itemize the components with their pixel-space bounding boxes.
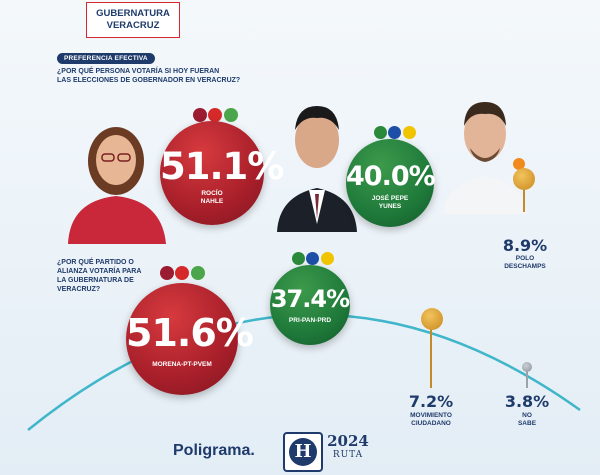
question-2-line2: ALIANZA VOTARÍA PARA	[57, 268, 142, 275]
name-mc-2: CIUDADANO	[411, 420, 451, 427]
name-nahle-2: NAHLE	[200, 198, 224, 205]
name-mc-1: MOVIMIENTO	[410, 412, 452, 419]
bubble-morena-pt-pvem: 51.6% MORENA-PT-PVEM	[126, 283, 254, 395]
pri-logo-icon	[292, 252, 305, 265]
name-deschamps-1: POLO	[515, 255, 535, 262]
bubble-yunes: 40.0% JOSÉ PEPE YUNES	[346, 139, 436, 227]
header-title-box: GUBERNATURA VERACRUZ	[86, 2, 180, 38]
marker-bulb-mc	[421, 308, 443, 330]
pt-logo-icon	[208, 108, 223, 122]
pct-no-sabe: 3.8%	[504, 392, 550, 411]
pct-morena-pt-pvem: 51.6%	[126, 311, 254, 355]
marker-bulb-no-sabe	[522, 362, 532, 372]
question-1: ¿POR QUÉ PERSONA VOTARÍA SI HOY FUERAN L…	[57, 67, 240, 85]
coalition-logo-pri-pan-prd	[374, 126, 416, 144]
pan-logo-icon	[306, 252, 320, 265]
bubble-nahle: 51.1% ROCÍO NAHLE	[160, 121, 284, 225]
name-no-sabe-2: SABE	[517, 420, 537, 427]
question-2: ¿POR QUÉ PARTIDO O ALIANZA VOTARÍA PARA …	[57, 258, 141, 294]
pri-logo-icon	[374, 126, 387, 139]
pct-mc: 7.2%	[408, 392, 454, 411]
name-deschamps-2: DESCHAMPS	[504, 263, 546, 270]
ruta-2024-logo: 2024 RUTA	[324, 432, 372, 468]
poligrama-logo: Poligrama.	[173, 442, 255, 459]
marker-bulb-deschamps	[513, 168, 535, 190]
coalition-logo-morena-pt-pvem-2	[160, 266, 205, 285]
prd-logo-icon	[402, 126, 416, 139]
name-yunes-2: YUNES	[378, 203, 402, 210]
bubble-pri-pan-prd: 37.4% PRI-PAN-PRD	[270, 265, 350, 345]
mc-logo-icon	[513, 158, 525, 170]
pct-yunes: 40.0%	[346, 161, 436, 192]
prd-logo-icon	[320, 252, 334, 265]
name-no-sabe: NO SABE	[504, 412, 550, 428]
morena-logo-icon	[160, 266, 174, 280]
question-2-line1: ¿POR QUÉ PARTIDO O	[57, 259, 134, 266]
name-no-sabe-1: NO	[522, 412, 532, 419]
name-deschamps: POLO DESCHAMPS	[494, 255, 556, 271]
candidate-photo-deschamps	[437, 84, 533, 214]
section-pill: PREFERENCIA EFECTIVA	[57, 53, 155, 64]
name-mc: MOVIMIENTO CIUDADANO	[398, 412, 464, 428]
pan-logo-icon	[388, 126, 402, 139]
question-1-line1: ¿POR QUÉ PERSONA VOTARÍA SI HOY FUERAN	[57, 68, 220, 75]
candidate-photo-nahle	[58, 96, 176, 244]
marker-stem-mc	[430, 328, 432, 388]
heraldo-logo: H	[283, 432, 323, 472]
name-morena-pt-pvem: MORENA-PT-PVEM	[152, 361, 212, 368]
coalition-logo-pri-pan-prd-2	[292, 252, 334, 270]
question-2-line3: LA GUBERNATURA DE	[57, 277, 134, 284]
name-nahle-1: ROCÍO	[201, 190, 223, 197]
ruta-year: 2024	[327, 432, 369, 450]
pt-logo-icon	[175, 266, 190, 280]
morena-logo-icon	[193, 108, 207, 122]
marker-stem-no-sabe	[526, 370, 528, 388]
question-1-line2: LAS ELECCIONES DE GOBERNADOR EN VERACRUZ…	[57, 77, 241, 84]
ruta-label: RUTA	[332, 450, 364, 460]
marker-stem-deschamps	[523, 172, 525, 212]
header-line2: VERACRUZ	[106, 20, 160, 31]
candidate-photo-yunes	[275, 84, 359, 232]
pvem-logo-icon	[223, 108, 238, 122]
header-line1: GUBERNATURA	[96, 8, 170, 19]
heraldo-h: H	[289, 438, 317, 466]
pct-nahle: 51.1%	[160, 145, 284, 188]
name-yunes-1: JOSÉ PEPE	[371, 195, 409, 202]
pct-deschamps: 8.9%	[502, 236, 548, 255]
coalition-logo-morena-pt-pvem	[193, 108, 238, 127]
name-pri-pan-prd: PRI-PAN-PRD	[288, 317, 332, 324]
pct-pri-pan-prd: 37.4%	[270, 285, 350, 313]
pvem-logo-icon	[190, 266, 205, 280]
question-2-line4: VERACRUZ?	[57, 286, 101, 293]
